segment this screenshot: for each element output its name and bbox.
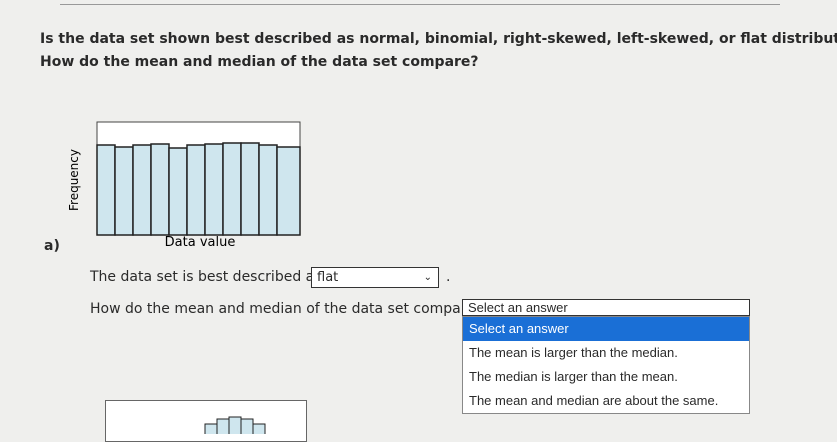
punctuation: .	[446, 269, 451, 285]
dropdown-option[interactable]: Select an answer	[463, 317, 749, 341]
part-label: a)	[44, 238, 60, 254]
dropdown-value: Select an answer	[468, 300, 568, 315]
next-histogram-bars	[204, 416, 266, 434]
x-axis-label: Data value	[165, 235, 236, 250]
question-text: How do the mean and median of the data s…	[40, 54, 479, 70]
prompt: The data set is best described as	[90, 269, 322, 285]
dropdown-option[interactable]: The mean and median are about the same.	[469, 393, 719, 408]
bars	[96, 142, 301, 236]
top-rule	[60, 4, 780, 5]
dropdown[interactable]: Select an answer	[462, 299, 750, 316]
dropdown-menu: Select an answer The mean is larger than …	[462, 316, 750, 414]
dropdown[interactable]: flat ⌄	[311, 267, 439, 288]
question-text: Is the data set shown best described as …	[40, 31, 837, 47]
chevron: ⌄	[423, 272, 432, 283]
dropdown-value: flat	[317, 270, 339, 285]
dropdown-option[interactable]: The median is larger than the mean.	[469, 369, 678, 384]
histogram: Frequency Data value	[67, 121, 301, 250]
dropdown-option[interactable]: The mean is larger than the median.	[469, 345, 678, 360]
y-axis-label: Frequency	[67, 149, 81, 211]
prompt: How do the mean and median of the data s…	[90, 301, 483, 317]
